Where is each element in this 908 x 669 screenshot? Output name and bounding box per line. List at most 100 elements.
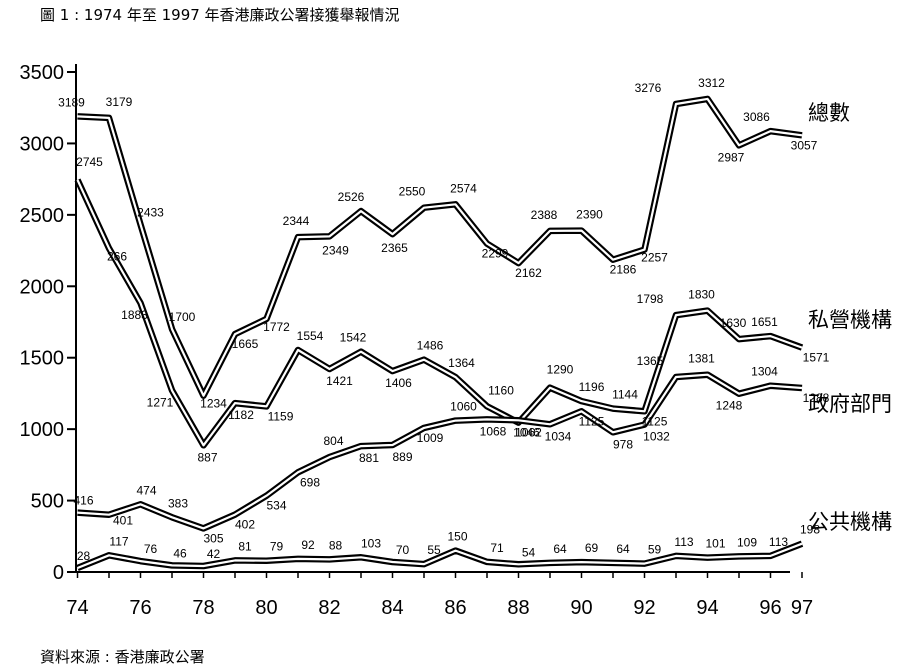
data-label: 1125 <box>579 414 605 428</box>
series-name-label: 總數 <box>808 101 850 125</box>
series-line-inner <box>76 179 803 447</box>
x-tick-label: 96 <box>759 597 781 619</box>
data-label: 1883 <box>121 308 148 322</box>
data-label: 881 <box>359 451 379 465</box>
data-label: 2349 <box>322 243 349 257</box>
data-label: 64 <box>616 542 630 556</box>
data-label: 103 <box>361 536 381 550</box>
data-label: 1062 <box>515 425 542 439</box>
data-label: 28 <box>77 549 91 563</box>
data-label: 2550 <box>399 185 426 199</box>
x-tick-label: 76 <box>129 597 151 619</box>
data-label: 101 <box>705 537 725 551</box>
data-label: 113 <box>769 535 788 549</box>
y-tick-label: 0 <box>53 562 64 584</box>
data-label: 42 <box>207 547 221 561</box>
data-label: 2433 <box>137 205 164 219</box>
y-tick-label: 3500 <box>20 62 65 84</box>
data-label: 3179 <box>106 95 133 109</box>
data-label: 1125 <box>642 414 668 428</box>
data-label: 1234 <box>200 397 227 411</box>
data-label: 1248 <box>716 399 743 413</box>
data-label: 1665 <box>232 337 259 351</box>
data-label: 1032 <box>643 430 670 444</box>
data-label: 978 <box>613 437 633 451</box>
data-label: 1381 <box>688 352 715 366</box>
series-name-label: 公共機構 <box>808 510 892 534</box>
data-label: 54 <box>522 545 536 559</box>
data-label: 2388 <box>531 208 558 222</box>
series-name-label: 私營機構 <box>808 308 892 332</box>
data-label: 1271 <box>147 395 174 409</box>
data-label: 1046 <box>513 426 540 440</box>
data-label: 2987 <box>718 150 745 164</box>
data-label: 1365 <box>637 354 664 368</box>
data-label: 71 <box>490 541 504 555</box>
x-tick-label: 82 <box>318 597 340 619</box>
data-label: 1651 <box>751 315 778 329</box>
series-line-inner <box>77 97 803 397</box>
data-label: 117 <box>109 534 128 548</box>
data-label: 402 <box>235 518 255 532</box>
data-label: 2390 <box>576 208 603 222</box>
data-label: 474 <box>136 483 156 497</box>
data-label: 3189 <box>58 95 85 109</box>
data-label: 1144 <box>612 388 638 402</box>
data-label: 804 <box>323 434 343 448</box>
data-label: 1554 <box>297 329 324 343</box>
data-label: 1630 <box>720 316 747 330</box>
data-label: 416 <box>73 494 93 508</box>
axes: 0 500 1000 1500 2000 2500 3000 3500 74 76 78 80 82 84… <box>20 62 814 619</box>
data-label: 3057 <box>791 138 818 152</box>
data-label: 266 <box>107 249 127 263</box>
data-label: 59 <box>648 543 662 557</box>
data-label: 64 <box>553 542 567 556</box>
data-label: 1700 <box>169 310 196 324</box>
y-tick-label: 3000 <box>20 133 65 155</box>
data-label: 92 <box>301 538 315 552</box>
data-label: 113 <box>674 535 693 549</box>
data-label: 2257 <box>641 251 668 265</box>
series-layer <box>74 95 804 572</box>
data-label: 3086 <box>743 110 770 124</box>
data-label: 46 <box>173 546 187 560</box>
data-label: 1798 <box>637 292 664 306</box>
data-label: 3276 <box>635 81 662 95</box>
series-name-label: 政府部門 <box>808 392 892 416</box>
x-tick-label: 94 <box>696 597 718 619</box>
data-label: 1486 <box>417 339 444 353</box>
data-label: 887 <box>197 450 217 464</box>
data-label: 889 <box>392 450 412 464</box>
x-tick-label: 74 <box>66 597 88 619</box>
data-label: 1068 <box>480 424 507 438</box>
data-label: 305 <box>203 531 223 545</box>
data-label: 1304 <box>751 365 778 379</box>
data-label: 1034 <box>545 429 572 443</box>
chart-source: 資料來源 : 香港廉政公署 <box>40 648 205 666</box>
data-label: 1421 <box>326 374 353 388</box>
series-line-inner <box>77 373 803 530</box>
y-tick-label: 2500 <box>20 205 65 227</box>
series-line-inner <box>77 542 803 570</box>
data-label: 2365 <box>381 241 408 255</box>
data-label: 70 <box>396 543 410 557</box>
data-label: 1406 <box>385 376 412 390</box>
data-label: 383 <box>168 496 188 510</box>
data-label: 150 <box>447 530 467 544</box>
x-tick-label: 86 <box>444 597 466 619</box>
data-label: 1182 <box>228 408 254 422</box>
data-label: 2162 <box>515 266 542 280</box>
data-label: 2745 <box>76 155 103 169</box>
x-tick-label: 84 <box>381 597 403 619</box>
y-tick-label: 1000 <box>20 419 65 441</box>
data-label: 1571 <box>803 351 830 365</box>
data-label: 76 <box>144 542 158 556</box>
data-label: 3312 <box>698 76 725 90</box>
y-tick-label: 1500 <box>20 348 65 370</box>
data-label: 2574 <box>450 181 477 195</box>
x-tick-label: 88 <box>507 597 529 619</box>
data-label: 2299 <box>482 247 509 261</box>
data-label: 1772 <box>263 320 290 334</box>
x-tick-label: 92 <box>633 597 655 619</box>
